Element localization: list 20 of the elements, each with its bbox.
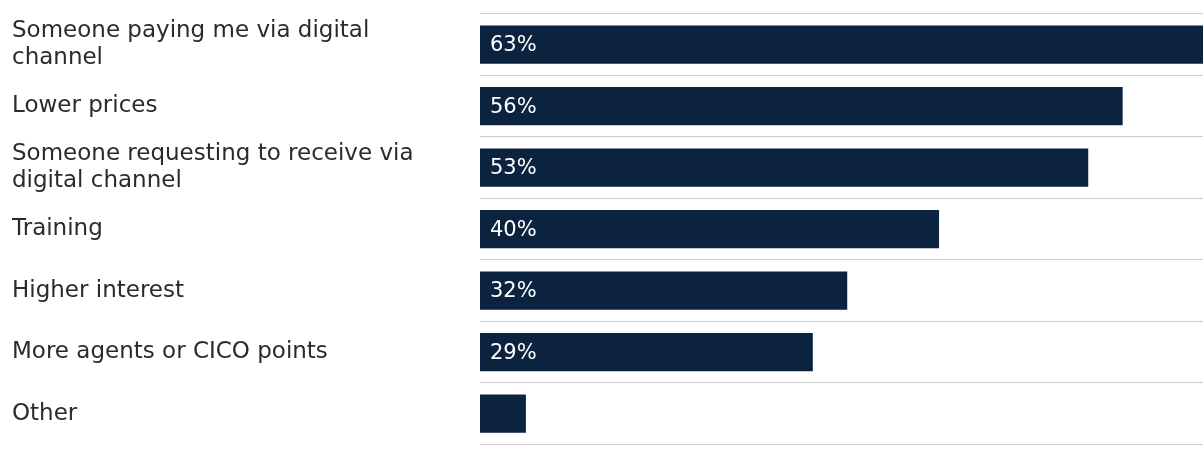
data-label: 32% xyxy=(490,278,537,303)
data-label: 40% xyxy=(490,216,537,241)
bar xyxy=(480,271,848,310)
y-tick-label: Training xyxy=(11,214,103,241)
y-tick-label: Someone paying me via digital channel xyxy=(12,15,370,70)
data-label: 53% xyxy=(490,155,537,180)
bar xyxy=(480,333,813,372)
y-tick-label: More agents or CICO points xyxy=(12,337,328,364)
y-tick-label: Higher interest xyxy=(12,275,185,302)
bar xyxy=(480,394,526,433)
data-label: 56% xyxy=(490,93,537,118)
bar xyxy=(480,25,1203,64)
bar xyxy=(480,87,1123,126)
y-tick-label: Other xyxy=(12,398,78,425)
data-label: 29% xyxy=(490,339,537,364)
bar xyxy=(480,148,1089,187)
y-tick-label: Lower prices xyxy=(12,91,158,118)
data-label: 63% xyxy=(490,32,537,57)
bar xyxy=(480,210,940,249)
y-tick-label: Someone requesting to receive via digital channel xyxy=(12,138,414,193)
